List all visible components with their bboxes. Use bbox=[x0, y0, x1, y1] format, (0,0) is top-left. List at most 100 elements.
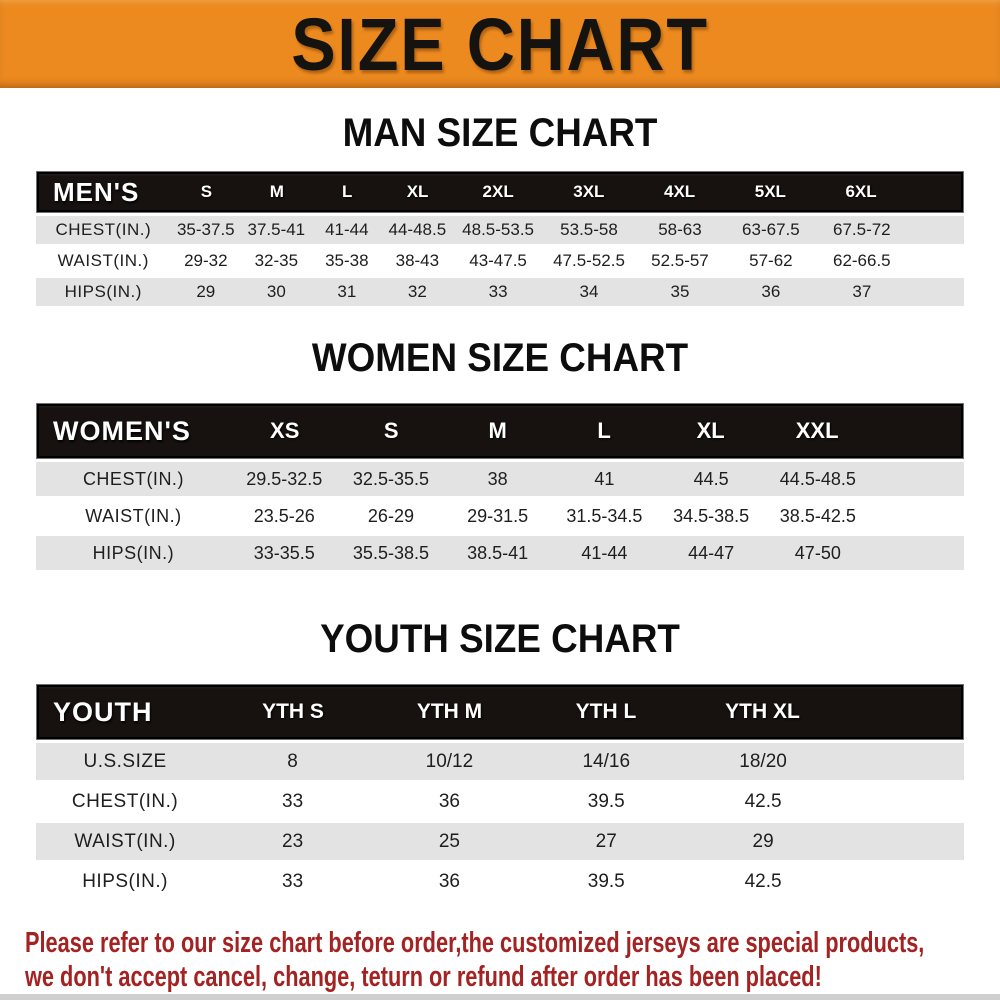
section-title-youth: YOUTH SIZE CHART bbox=[320, 617, 680, 661]
notice-line-2: we don't accept cancel, change, teturn o… bbox=[25, 961, 822, 993]
spacer-cell bbox=[841, 685, 963, 739]
size-value-cell: 63-67.5 bbox=[742, 220, 800, 239]
size-value-cell: 30 bbox=[266, 282, 286, 301]
size-value-cell: 62-66.5 bbox=[832, 251, 891, 270]
size-value-cell: 41-44 bbox=[581, 542, 628, 563]
row-label: WAIST(IN.) bbox=[57, 251, 149, 270]
men-table-header-row: MEN'S S M L XL 2XL 3XL 4XL 5XL 6XL bbox=[36, 171, 964, 213]
section-youth: YOUTH SIZE CHART YOUTH YTH S YTH M YTH L YTH … bbox=[0, 617, 1000, 900]
size-value-cell: 29 bbox=[196, 282, 216, 301]
bottom-edge-strip bbox=[0, 994, 1000, 1000]
size-column-header: 4XL bbox=[664, 182, 696, 201]
size-value-cell: 37 bbox=[852, 282, 872, 301]
size-value-cell: 52.5-57 bbox=[651, 251, 709, 270]
size-column-header: M bbox=[269, 182, 284, 201]
spacer-cell bbox=[871, 499, 964, 533]
size-value-cell: 44.5 bbox=[693, 468, 729, 489]
size-value-cell: 36 bbox=[438, 790, 460, 812]
table-row: CHEST(IN.) 35-37.5 37.5-41 41-44 44-48.5 48.5… bbox=[36, 216, 964, 244]
spacer-cell bbox=[841, 743, 963, 780]
row-label: CHEST(IN.) bbox=[71, 790, 179, 812]
table-row: HIPS(IN.) 33-35.5 35.5-38.5 38.5-41 41-44 44-… bbox=[36, 536, 964, 570]
size-value-cell: 37.5-41 bbox=[247, 220, 306, 239]
size-column-header: 6XL bbox=[845, 182, 877, 201]
size-value-cell: 23.5-26 bbox=[253, 505, 315, 526]
size-value-cell: 41-44 bbox=[325, 220, 369, 239]
youth-table-label: YOUTH bbox=[53, 696, 153, 727]
size-chart-sections: MAN SIZE CHART MEN'S S M L XL 2XL 3XL 4XL 5XL 6XL C… bbox=[0, 111, 1000, 900]
size-value-cell: 44-47 bbox=[688, 542, 735, 563]
size-value-cell: 53.5-58 bbox=[560, 220, 618, 239]
size-value-cell: 29.5-32.5 bbox=[246, 468, 323, 489]
row-label: U.S.SIZE bbox=[83, 750, 167, 772]
size-value-cell: 33 bbox=[488, 282, 508, 301]
size-value-cell: 58-63 bbox=[658, 220, 702, 239]
size-column-header: L bbox=[342, 182, 353, 201]
size-value-cell: 23 bbox=[282, 830, 304, 852]
size-value-cell: 31 bbox=[337, 282, 357, 301]
size-value-cell: 14/16 bbox=[582, 750, 631, 772]
size-column-header: L bbox=[597, 418, 611, 443]
section-title-women: WOMEN SIZE CHART bbox=[311, 336, 689, 380]
size-column-header: XS bbox=[270, 418, 300, 443]
size-value-cell: 8 bbox=[287, 750, 298, 772]
row-label: HIPS(IN.) bbox=[64, 282, 142, 301]
size-value-cell: 43-47.5 bbox=[469, 251, 527, 270]
table-row: CHEST(IN.) 33 36 39.5 42.5 bbox=[36, 783, 964, 820]
footer-notice: Please refer to our size chart before or… bbox=[25, 926, 1000, 994]
size-column-header: S bbox=[200, 182, 213, 201]
size-value-cell: 44-48.5 bbox=[388, 220, 447, 239]
size-value-cell: 25 bbox=[438, 830, 460, 852]
size-value-cell: 32 bbox=[407, 282, 427, 301]
spacer-cell bbox=[871, 536, 964, 570]
row-label: HIPS(IN.) bbox=[92, 542, 175, 563]
row-label: CHEST(IN.) bbox=[55, 220, 152, 239]
size-column-header: M bbox=[488, 418, 507, 443]
size-column-header: YTH L bbox=[575, 700, 637, 723]
spacer-cell bbox=[907, 278, 964, 306]
size-value-cell: 29 bbox=[752, 830, 774, 852]
banner: SIZE CHART bbox=[0, 0, 1000, 88]
size-column-header: XL bbox=[696, 418, 725, 443]
size-value-cell: 34 bbox=[579, 282, 599, 301]
size-value-cell: 35 bbox=[670, 282, 690, 301]
women-table-header-row: WOMEN'S XS S M L XL XXL bbox=[36, 403, 964, 459]
table-row: WAIST(IN.) 23 25 27 29 bbox=[36, 823, 964, 860]
spacer-cell bbox=[841, 863, 963, 900]
size-value-cell: 10/12 bbox=[425, 750, 474, 772]
size-value-cell: 39.5 bbox=[587, 790, 625, 812]
row-label: HIPS(IN.) bbox=[82, 870, 168, 892]
size-value-cell: 35.5-38.5 bbox=[352, 542, 429, 563]
size-value-cell: 33 bbox=[282, 790, 304, 812]
size-value-cell: 33 bbox=[282, 870, 304, 892]
size-value-cell: 38.5-41 bbox=[467, 542, 529, 563]
size-column-header: YTH XL bbox=[725, 700, 800, 723]
spacer-cell bbox=[841, 783, 963, 820]
section-title-men: MAN SIZE CHART bbox=[342, 111, 658, 155]
size-value-cell: 33-35.5 bbox=[253, 542, 315, 563]
size-column-header: S bbox=[383, 418, 399, 443]
spacer-cell bbox=[870, 404, 963, 458]
size-value-cell: 42.5 bbox=[744, 870, 782, 892]
size-value-cell: 34.5-38.5 bbox=[673, 505, 750, 526]
table-row: CHEST(IN.) 29.5-32.5 32.5-35.5 38 41 44.5 44.5… bbox=[36, 462, 964, 496]
youth-table-header-row: YOUTH YTH S YTH M YTH L YTH XL bbox=[36, 684, 964, 740]
size-value-cell: 39.5 bbox=[587, 870, 625, 892]
size-value-cell: 18/20 bbox=[739, 750, 787, 772]
size-value-cell: 41 bbox=[594, 468, 615, 489]
size-value-cell: 47.5-52.5 bbox=[553, 251, 625, 270]
men-table-label: MEN'S bbox=[53, 176, 140, 207]
spacer-cell bbox=[841, 823, 963, 860]
size-value-cell: 36 bbox=[438, 870, 460, 892]
youth-size-table: YOUTH YTH S YTH M YTH L YTH XL U.S.SIZE 8 10/12… bbox=[36, 684, 964, 900]
section-men: MAN SIZE CHART MEN'S S M L XL 2XL 3XL 4XL 5XL 6XL C… bbox=[0, 111, 1000, 306]
size-value-cell: 48.5-53.5 bbox=[462, 220, 534, 239]
section-women: WOMEN SIZE CHART WOMEN'S XS S M L XL XXL CHEST(I… bbox=[0, 336, 1000, 570]
table-row: U.S.SIZE 8 10/12 14/16 18/20 bbox=[36, 743, 964, 780]
table-row: WAIST(IN.) 23.5-26 26-29 29-31.5 31.5-34.5 34… bbox=[36, 499, 964, 533]
size-value-cell: 29-31.5 bbox=[467, 505, 529, 526]
size-value-cell: 31.5-34.5 bbox=[566, 505, 643, 526]
size-value-cell: 32.5-35.5 bbox=[352, 468, 429, 489]
size-value-cell: 47-50 bbox=[794, 542, 841, 563]
